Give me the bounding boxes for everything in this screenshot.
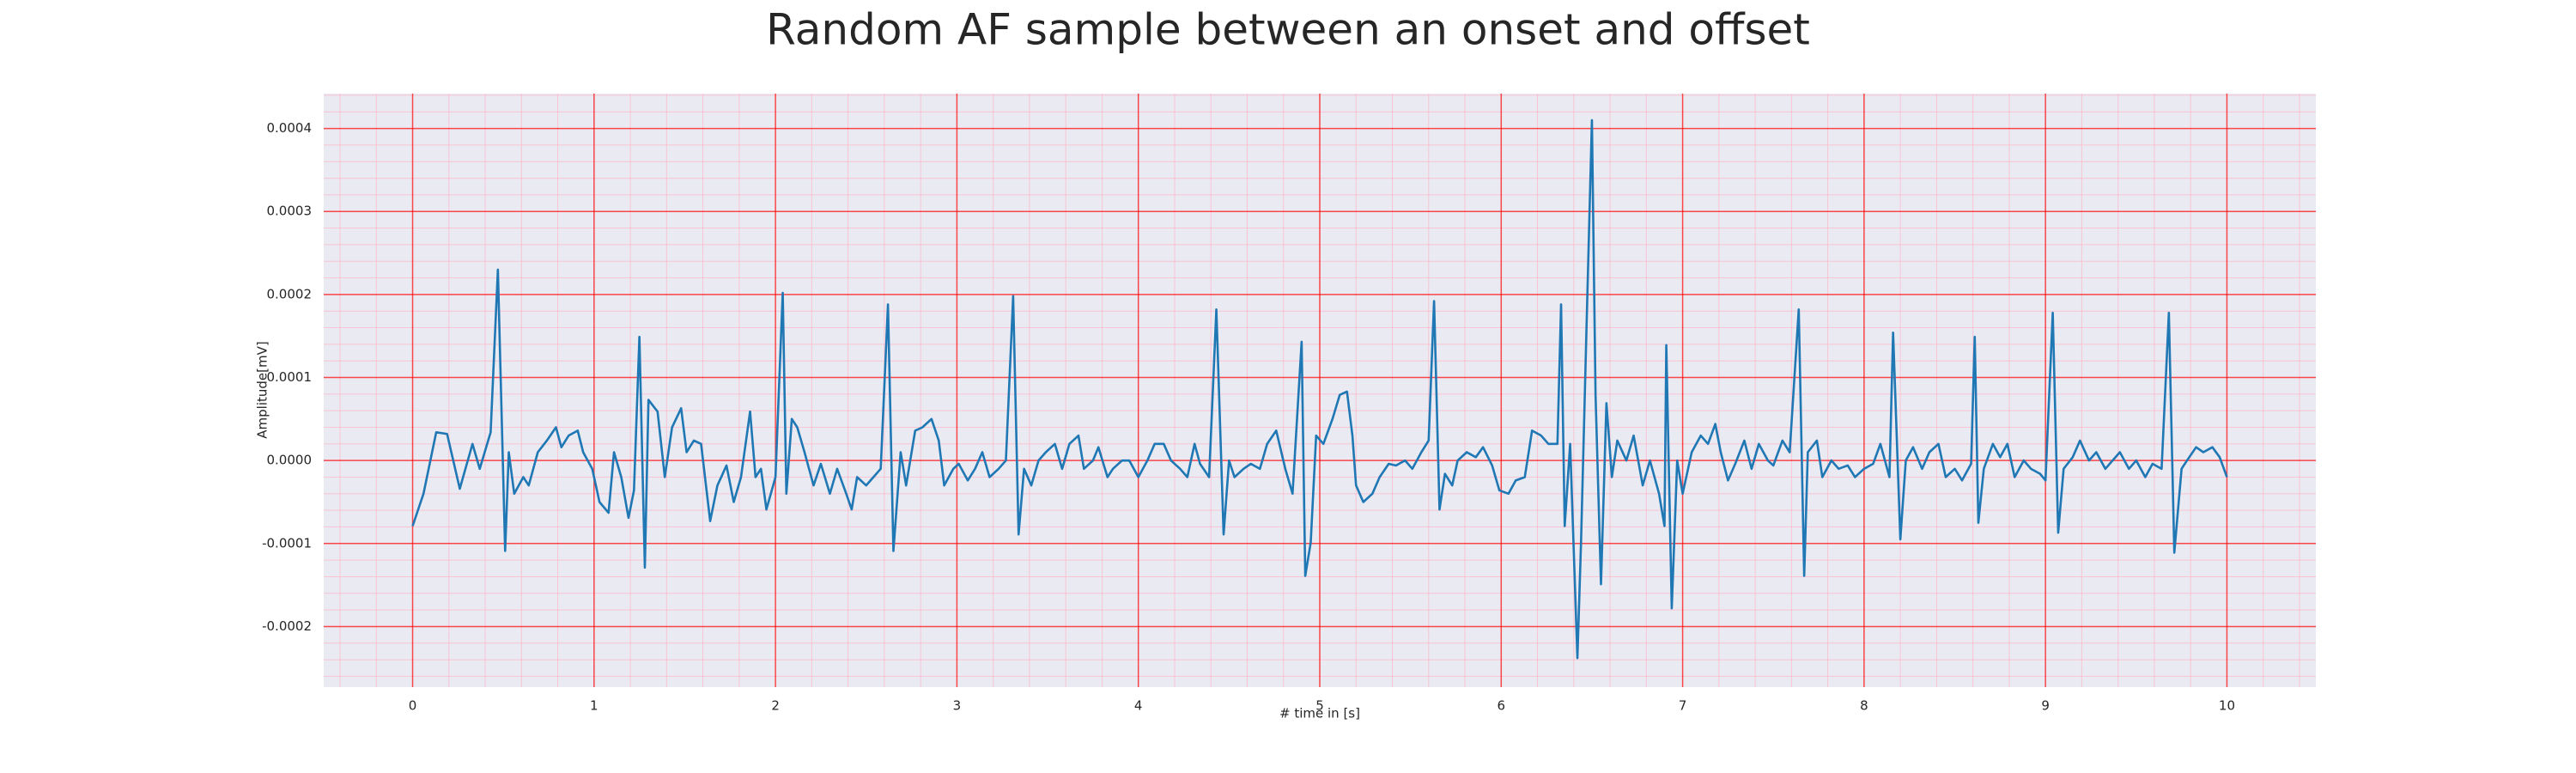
x-tick-label: 3: [953, 698, 962, 714]
y-tick-label: -0.0001: [262, 535, 312, 551]
x-tick-label: 2: [771, 698, 780, 714]
y-tick-label: -0.0002: [262, 618, 312, 634]
y-tick-label: 0.0003: [267, 204, 313, 219]
x-tick-label: 1: [590, 698, 598, 714]
y-axis-label: Amplitude[mV]: [255, 341, 270, 438]
chart-title: Random AF sample between an onset and of…: [766, 5, 1810, 55]
signal-line: [411, 119, 2228, 660]
x-tick-label: 8: [1860, 698, 1868, 714]
x-tick-label: 5: [1315, 698, 1324, 714]
plot-area: [324, 94, 2316, 687]
x-tick-label: 0: [409, 698, 417, 714]
x-axis-label: # time in [s]: [1279, 706, 1360, 721]
y-tick-label: 0.0000: [267, 453, 313, 468]
x-tick-label: 4: [1134, 698, 1143, 714]
x-tick-label: 6: [1498, 698, 1506, 714]
y-tick-label: 0.0002: [267, 286, 313, 301]
x-tick-label: 7: [1679, 698, 1687, 714]
y-tick-label: 0.0001: [267, 369, 313, 385]
x-tick-label: 10: [2219, 698, 2235, 714]
x-tick-label: 9: [2041, 698, 2050, 714]
y-tick-label: 0.0004: [267, 120, 313, 136]
